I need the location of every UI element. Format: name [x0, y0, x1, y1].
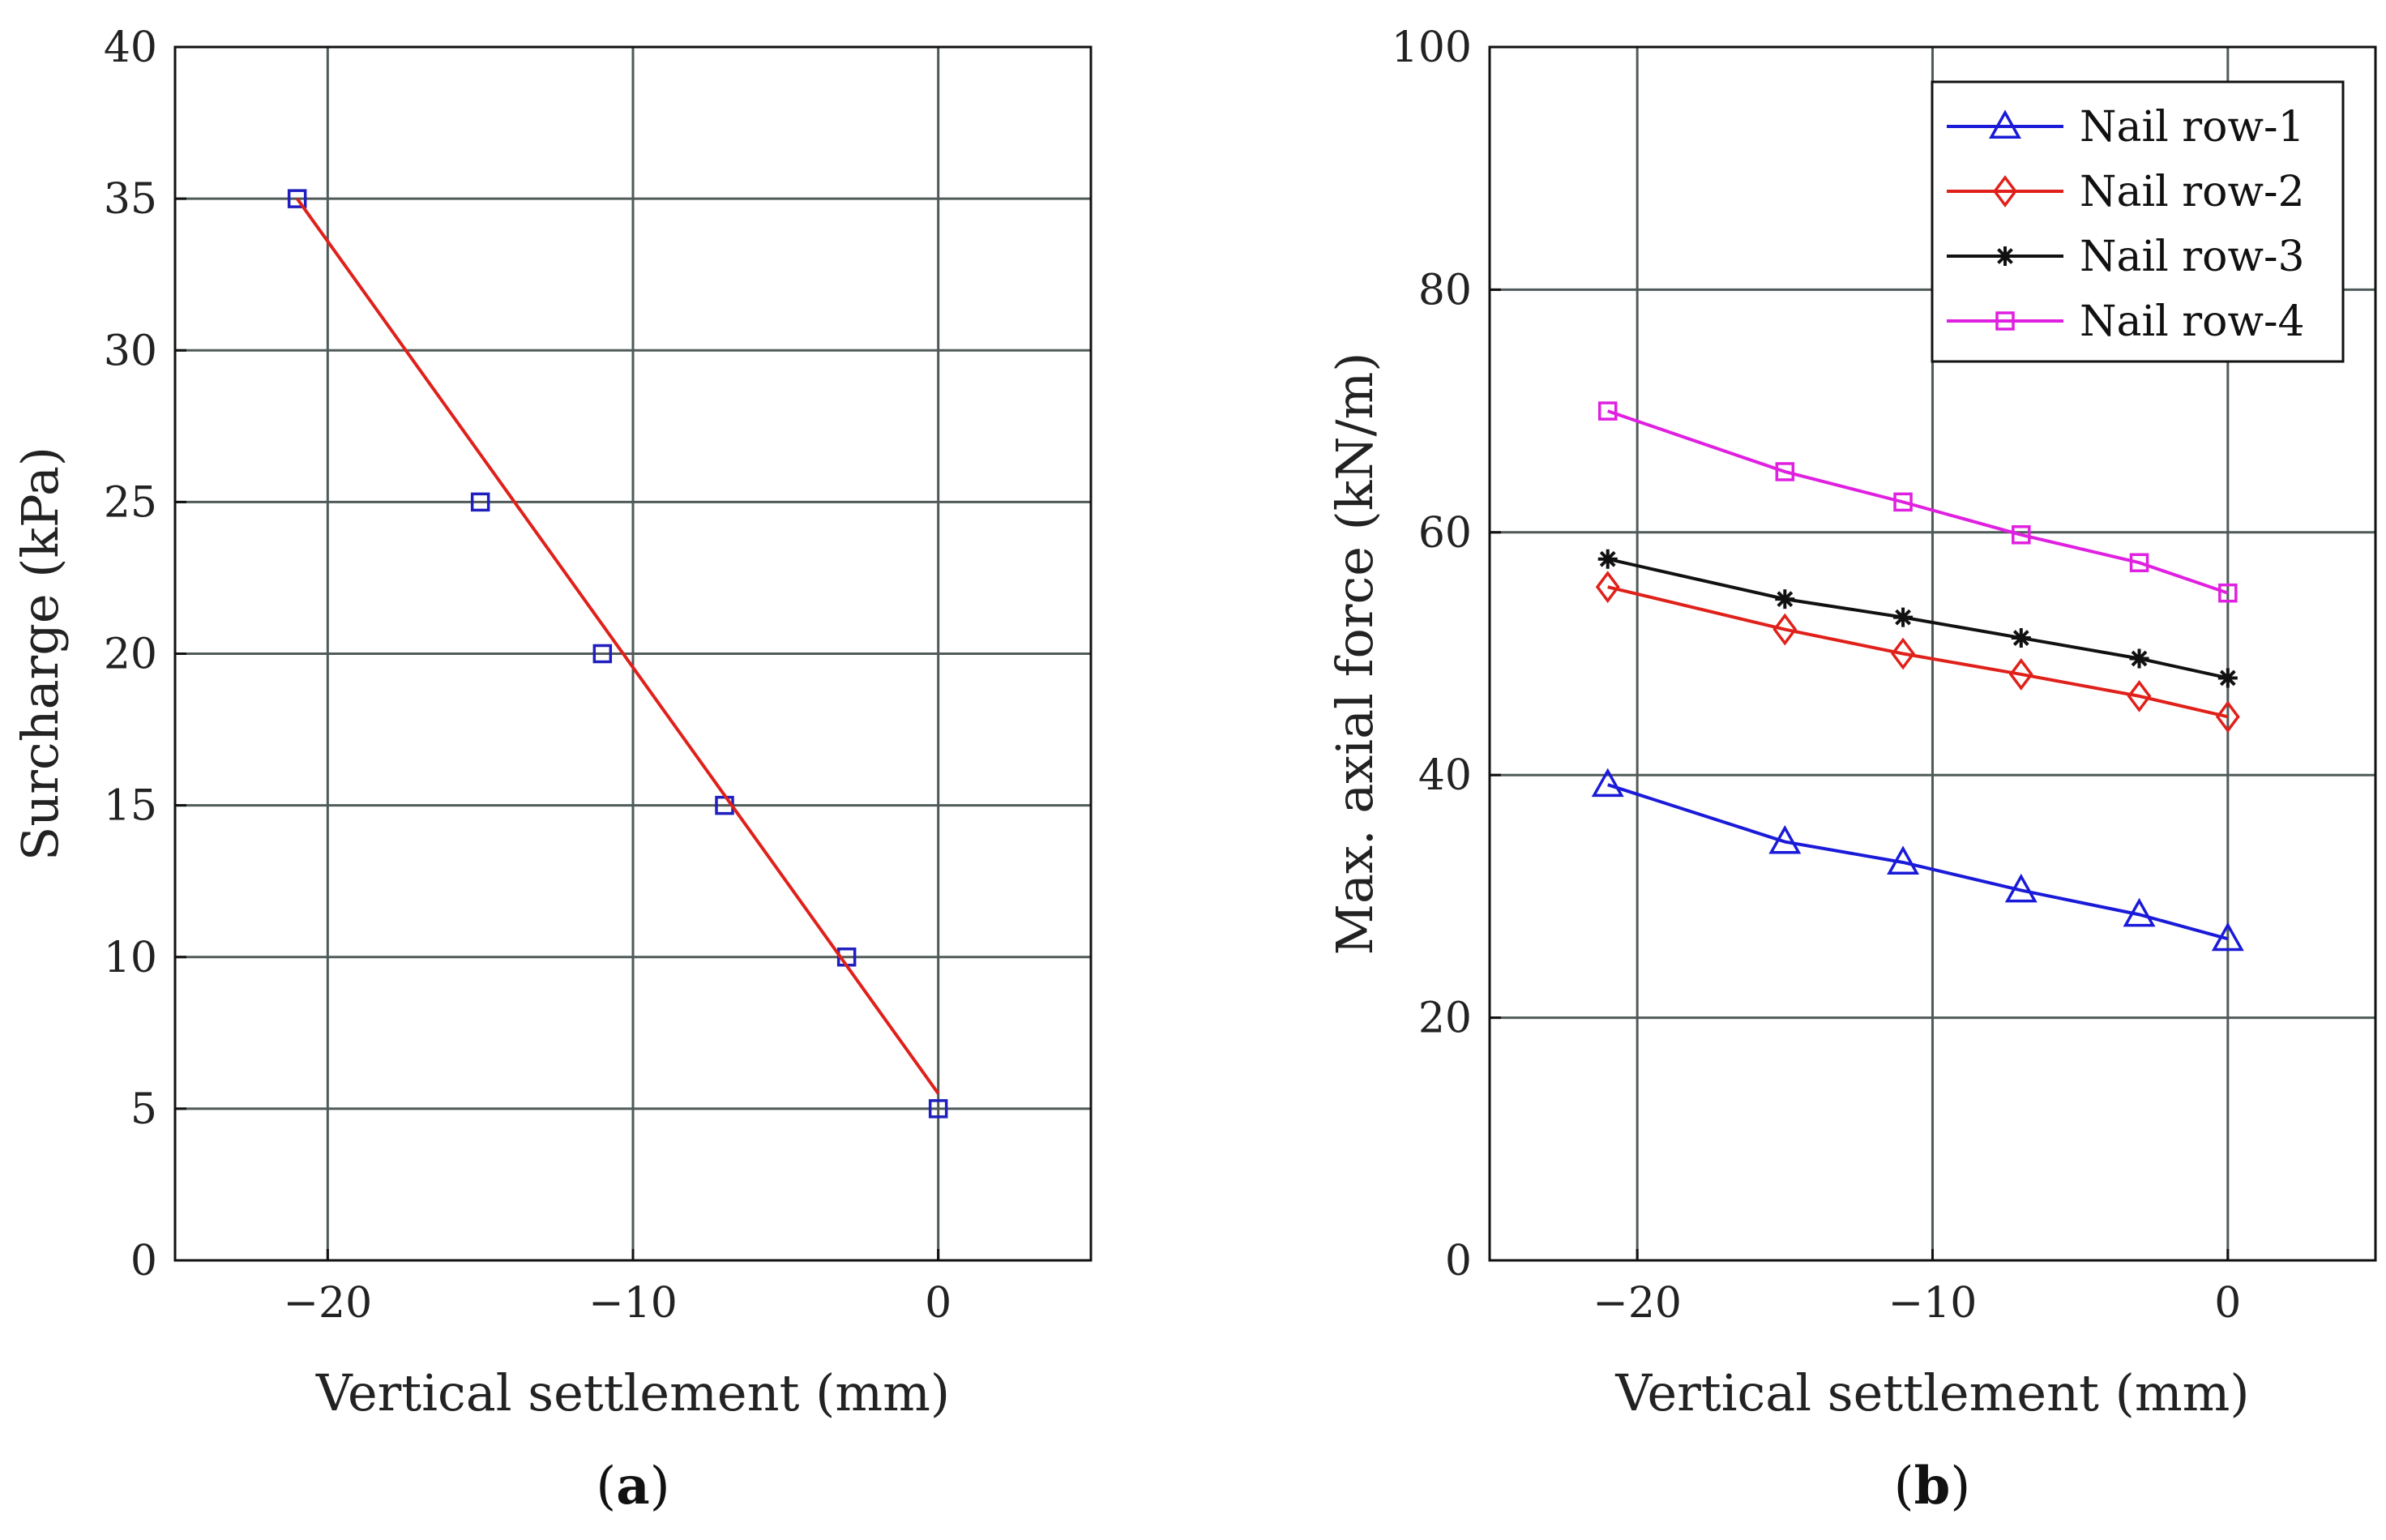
panel-a-ticks: −20 −10 0 0 5 10 15 20 25 30 35 40: [104, 24, 951, 1328]
panel-a-x-axis-label: Vertical settlement (mm): [315, 1363, 950, 1422]
panel-b-legend-label: Nail row-4: [2080, 297, 2305, 346]
panel-b-ticks: −20 −10 0 0 20 40 60 80 100: [1392, 24, 2242, 1328]
panel-b-y-tick-label: 20: [1418, 995, 1472, 1043]
panel-b-y-tick-label: 100: [1392, 24, 1472, 72]
panel-b-y-tick-label: 60: [1418, 509, 1472, 558]
panel-b-series-1-point: [1772, 613, 1798, 646]
panel-a-y-axis-label: Surcharge (kPa): [11, 447, 70, 861]
panel-a-y-tick-label: 0: [130, 1237, 157, 1285]
panel-b-caption: (b): [1894, 1456, 1971, 1516]
panel-a-letter: a: [616, 1456, 649, 1516]
panel-b-x-tick-label: 0: [2214, 1279, 2241, 1328]
panel-b-y-tick-label: 40: [1418, 751, 1472, 800]
panel-b-series-3: [1597, 401, 2238, 603]
panel-a-grid: [175, 45, 1091, 1262]
panel-b-legend-label: Nail row-3: [2080, 233, 2305, 281]
panel-b-series-2-line: [1607, 557, 2229, 680]
panel-a-y-tick-label: 5: [130, 1085, 157, 1134]
panel-b-legend-swatch-marker: [1993, 175, 2017, 207]
panel-b-series-1-line: [1607, 585, 2229, 719]
panel-b-x-tick-label: −20: [1593, 1279, 1682, 1328]
panel-b-legend-item: Nail row-4: [1947, 297, 2305, 346]
panel-b-legend: Nail row-1 Nail row-2 Nail row-3 Nail row-4: [1931, 80, 2345, 363]
panel-a-y-tick-label: 35: [104, 175, 157, 224]
panel-a-y-tick-label: 30: [104, 327, 157, 375]
panel-a: −20 −10 0 0 5 10 15 20 25 30 35 40 Vertical settlem…: [11, 24, 1093, 1516]
panel-b-series-3-point: [1775, 462, 1795, 481]
panel-b-y-axis-label: Max. axial force (kN/m): [1325, 353, 1384, 956]
panel-b-series-1-point: [2127, 679, 2152, 712]
panel-b-series-2-point: [1775, 589, 1795, 610]
panel-b-series-3-point: [2129, 553, 2149, 572]
panel-b-series-3-point: [1893, 492, 1913, 512]
panel-a-series-1-line: [296, 197, 940, 1095]
panel-b: −20 −10 0 0 20 40 60 80 100 Nail row-1 Nail row-2…: [1325, 24, 2377, 1516]
panel-b-legend-item: Nail row-1: [1947, 103, 2305, 152]
panel-b-legend-label: Nail row-1: [2080, 103, 2305, 152]
panel-a-series-1: [296, 197, 940, 1095]
panel-a-x-tick-label: −10: [588, 1279, 678, 1328]
panel-b-x-axis-label: Vertical settlement (mm): [1614, 1363, 2249, 1422]
panel-b-legend-item: Nail row-2: [1947, 168, 2305, 216]
panel-b-legend-item: Nail row-3: [1947, 233, 2305, 281]
panel-b-legend-swatch-marker: [1989, 109, 2021, 139]
panel-b-series-2-point: [1893, 607, 1914, 627]
panel-a-caption: (a): [596, 1456, 669, 1516]
panel-a-series-0-point: [592, 644, 613, 664]
panel-b-series-0: [1591, 768, 2244, 952]
panel-b-series-3-point: [1597, 401, 1618, 421]
panel-b-series-1: [1595, 571, 2240, 734]
panel-b-y-tick-label: 0: [1445, 1237, 1472, 1285]
panel-a-series: [287, 189, 948, 1119]
panel-b-series-3-point: [2218, 583, 2238, 603]
panel-b-series-2-point: [2217, 668, 2238, 688]
panel-b-series-0-point: [2211, 922, 2244, 952]
panel-a-y-tick-label: 25: [104, 478, 157, 527]
panel-b-series: [1591, 401, 2244, 952]
panel-b-y-tick-label: 80: [1418, 266, 1472, 314]
panel-b-series-0-point: [1591, 768, 1624, 798]
panel-b-series-2-point: [2129, 648, 2149, 669]
panel-b-series-2-point: [2011, 628, 2031, 648]
panel-b-series-0-point: [2004, 873, 2038, 903]
panel-a-x-tick-label: −20: [283, 1279, 372, 1328]
panel-a-series-0-point: [928, 1099, 948, 1119]
panel-a-y-tick-label: 20: [104, 631, 157, 679]
panel-b-x-tick-label: −10: [1888, 1279, 1978, 1328]
panel-b-series-1-point: [2215, 700, 2240, 734]
panel-a-series-0-point: [470, 492, 490, 512]
panel-b-series-0-point: [1768, 824, 1802, 854]
panel-b-legend-box: [1931, 80, 2345, 363]
panel-b-series-1-point: [2008, 658, 2033, 691]
panel-b-series-1-point: [1595, 571, 1620, 604]
panel-a-y-tick-label: 10: [104, 934, 157, 982]
panel-a-y-tick-label: 15: [104, 782, 157, 831]
panel-b-letter: b: [1914, 1456, 1951, 1516]
panel-b-series-3-point: [2012, 525, 2031, 545]
panel-a-x-tick-label: 0: [925, 1279, 951, 1328]
panel-b-series-0-line: [1607, 783, 2229, 941]
panel-b-series-0-point: [2123, 897, 2156, 927]
panel-b-series-1-point: [1891, 637, 1916, 670]
panel-b-series-3-line: [1607, 409, 2229, 595]
panel-b-series-2-point: [1597, 549, 1618, 569]
panel-b-legend-label: Nail row-2: [2080, 168, 2305, 216]
panel-b-legend-swatch-marker: [1995, 246, 2015, 266]
panel-b-series-2: [1597, 549, 2238, 688]
panel-b-series-0-point: [1887, 845, 1920, 875]
panel-a-series-0-point: [287, 189, 307, 208]
panel-b-legend-swatch-marker: [1995, 311, 2015, 331]
panel-a-y-tick-label: 40: [104, 24, 157, 72]
